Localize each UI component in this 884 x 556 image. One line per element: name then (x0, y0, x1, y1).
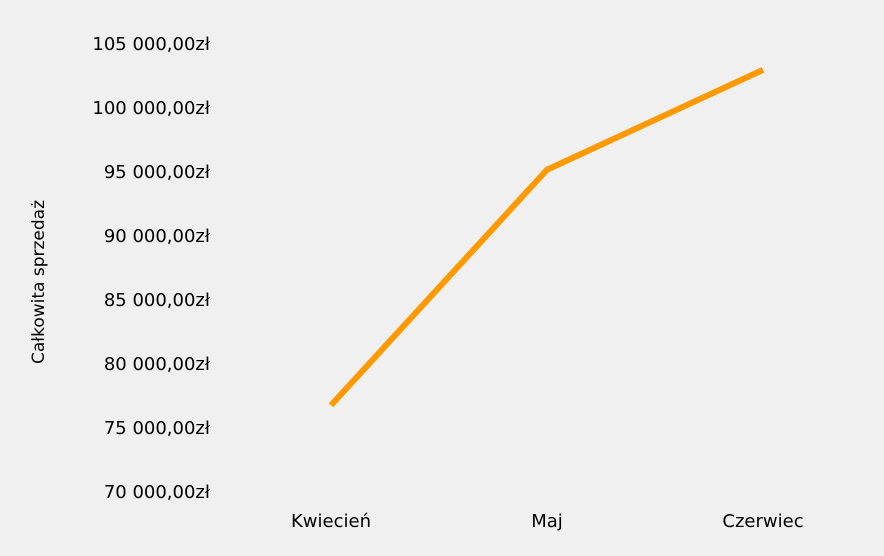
y-tick-label: 70 000,00zł (104, 482, 211, 503)
y-tick-label: 100 000,00zł (92, 98, 211, 119)
y-tick-label: 85 000,00zł (104, 290, 211, 311)
y-tick-label: 95 000,00zł (104, 162, 211, 183)
y-tick-label: 105 000,00zł (92, 34, 211, 55)
series-line (328, 67, 765, 408)
x-tick-label: Czerwiec (722, 511, 803, 532)
x-tick-label: Kwiecień (291, 511, 371, 532)
y-tick-label: 80 000,00zł (104, 354, 211, 375)
y-tick-label: 75 000,00zł (104, 418, 211, 439)
y-axis-label: Całkowita sprzedaż (29, 200, 49, 364)
y-tick-label: 90 000,00zł (104, 226, 211, 247)
x-tick-label: Maj (531, 511, 563, 532)
